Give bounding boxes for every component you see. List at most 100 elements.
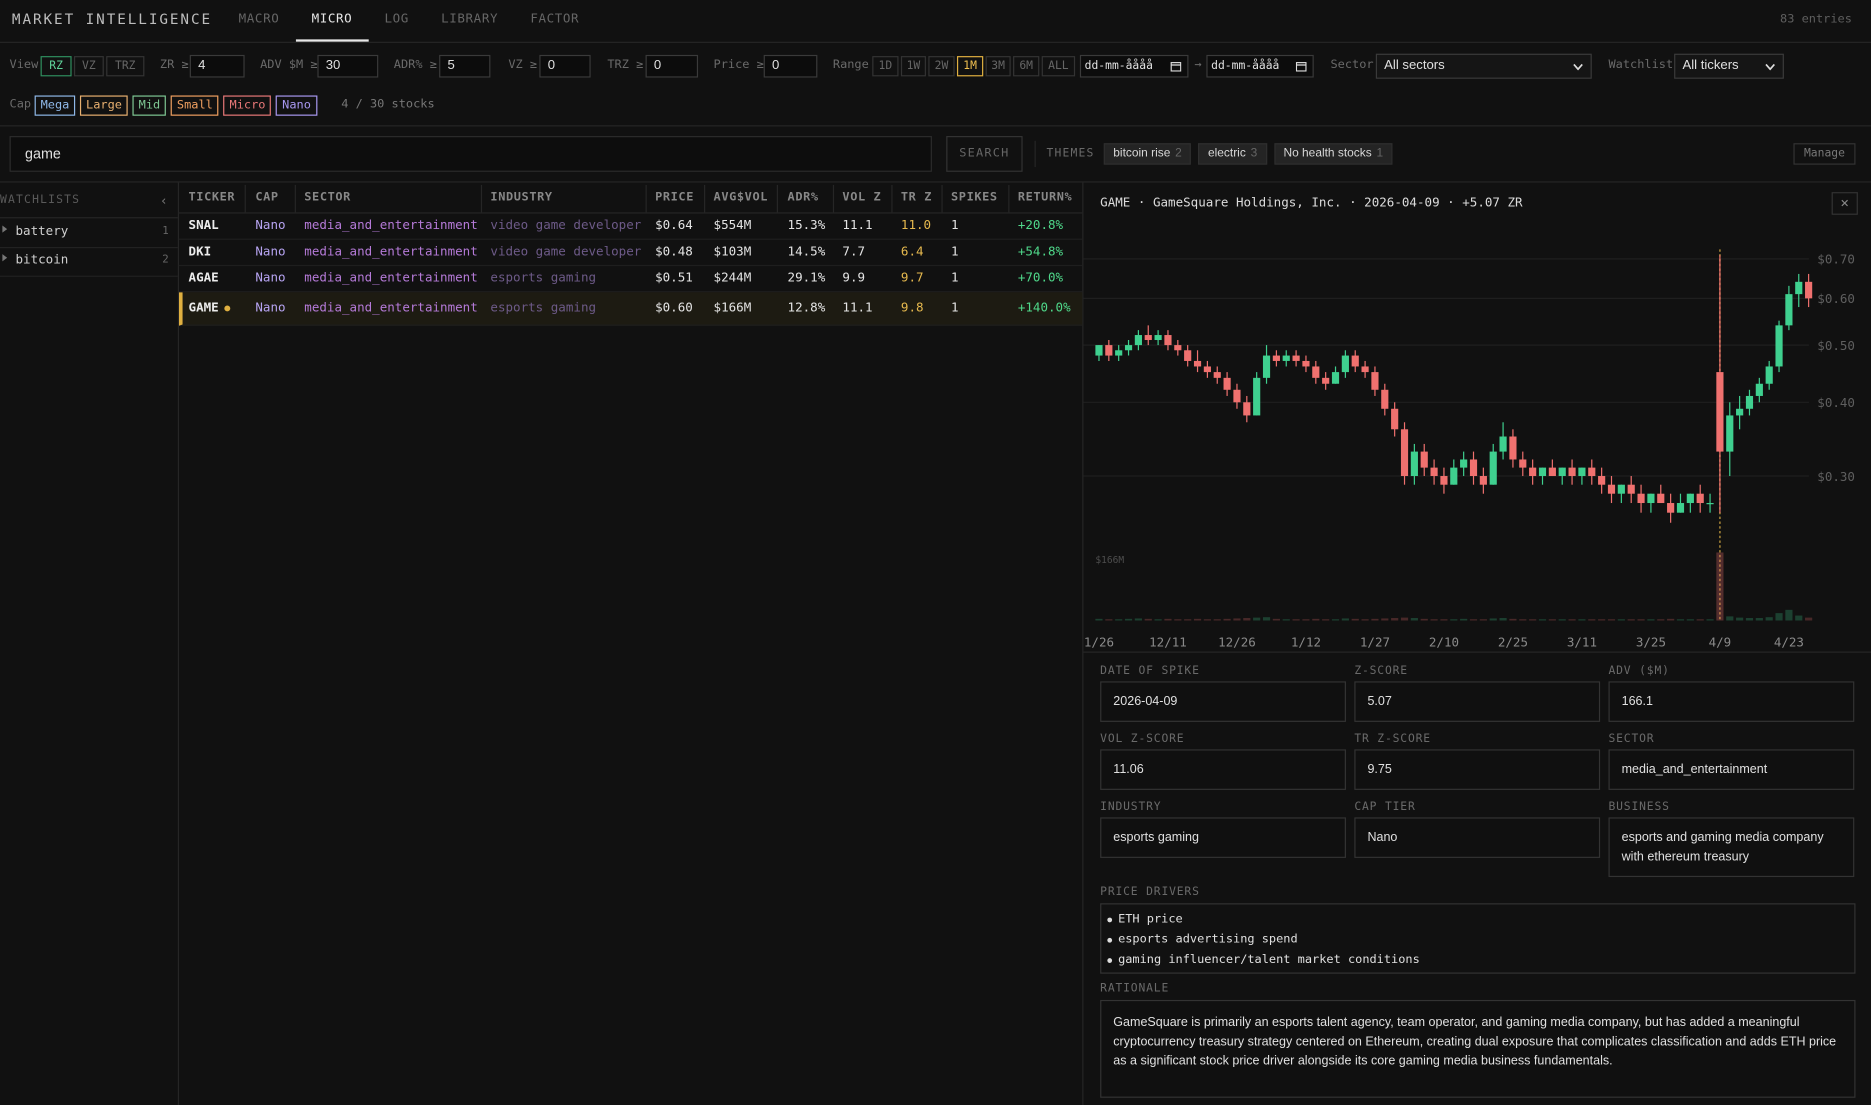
- volume-bar: [1578, 619, 1586, 621]
- bullet: [1107, 917, 1113, 923]
- detail-field: DATE OF SPIKE 2026-04-09: [1100, 665, 1346, 722]
- cap-chip[interactable]: Micro: [223, 95, 272, 116]
- range-button[interactable]: 1D: [872, 56, 899, 77]
- table-cell: +70.0%: [1017, 270, 1064, 286]
- y-tick-label: $0.60: [1817, 291, 1855, 306]
- column-header[interactable]: TICKER: [188, 190, 236, 205]
- theme-name: No health stocks: [1283, 146, 1372, 160]
- theme-name: bitcoin rise: [1113, 146, 1171, 160]
- volume-bar: [1164, 618, 1172, 621]
- table-row[interactable]: [178, 214, 1083, 240]
- cap-chip[interactable]: Nano: [276, 95, 317, 116]
- theme-chip[interactable]: electric 3: [1198, 143, 1267, 165]
- column-header[interactable]: SPIKES: [951, 190, 998, 205]
- sector-select[interactable]: All sectors: [1375, 53, 1592, 79]
- expand-icon[interactable]: [2, 254, 8, 262]
- view-button[interactable]: TRZ: [106, 56, 145, 77]
- column-header[interactable]: INDUSTRY: [490, 190, 553, 205]
- column-header[interactable]: VOL Z: [842, 190, 882, 205]
- field-value: esports gaming: [1100, 817, 1346, 858]
- column-divider: [704, 184, 706, 213]
- detail-field: TR Z-SCORE 9.75: [1354, 733, 1601, 790]
- candle-body: [1134, 335, 1142, 346]
- date-from[interactable]: dd-mm-åååå: [1079, 54, 1189, 78]
- volume-label: $166M: [1095, 555, 1124, 566]
- view-button[interactable]: VZ: [73, 56, 104, 77]
- volume-bar: [1400, 617, 1409, 621]
- column-header[interactable]: AVG$VOL: [713, 190, 769, 205]
- column-header[interactable]: CAP: [255, 190, 279, 205]
- volume-bar: [1795, 615, 1803, 621]
- column-header[interactable]: TR Z: [900, 190, 933, 205]
- nav-tab[interactable]: LIBRARY: [441, 11, 499, 27]
- volume-bar: [1213, 619, 1221, 621]
- vz-input[interactable]: 0: [539, 54, 591, 78]
- nav-tab[interactable]: MICRO: [295, 0, 369, 42]
- table-cell: 14.5%: [787, 244, 826, 259]
- range-button[interactable]: ALL: [1041, 56, 1076, 77]
- bullet: [1107, 937, 1113, 943]
- price-input[interactable]: 0: [763, 54, 818, 78]
- volume-bar: [1736, 617, 1744, 621]
- volume-bar: [1410, 618, 1418, 621]
- candle-body: [1657, 493, 1665, 504]
- column-header[interactable]: SECTOR: [304, 190, 351, 205]
- search-input[interactable]: game: [9, 136, 932, 172]
- range-button[interactable]: 2W: [928, 56, 955, 77]
- cap-chip[interactable]: Small: [170, 95, 219, 116]
- column-header[interactable]: PRICE: [655, 190, 694, 205]
- range-button[interactable]: 3M: [985, 56, 1011, 77]
- range-button[interactable]: 1W: [900, 56, 926, 77]
- date-to[interactable]: dd-mm-åååå: [1206, 54, 1314, 78]
- cap-chip[interactable]: Mid: [132, 95, 167, 116]
- volume-bar: [1676, 619, 1685, 621]
- adr-input[interactable]: 5: [439, 54, 491, 78]
- view-button[interactable]: RZ: [40, 56, 72, 77]
- volume-bar: [1312, 618, 1320, 621]
- nav-tab[interactable]: LOG: [384, 11, 409, 27]
- x-tick-label: 3/25: [1636, 635, 1666, 650]
- zr-input[interactable]: 4: [189, 54, 245, 78]
- watchlist-name[interactable]: battery: [15, 224, 69, 239]
- candle-body: [1736, 408, 1744, 416]
- range-button[interactable]: 6M: [1013, 56, 1040, 77]
- candle-body: [1785, 294, 1793, 326]
- x-tick-label: 2/10: [1429, 635, 1459, 650]
- adv-input[interactable]: 30: [317, 54, 379, 78]
- table-cell: 6.4: [900, 244, 924, 259]
- volume-bar: [1292, 619, 1300, 621]
- table-row[interactable]: [178, 266, 1083, 293]
- table-row[interactable]: [178, 292, 1083, 326]
- table-cell: video game developer: [490, 244, 642, 259]
- watchlist-count: 2: [162, 254, 169, 267]
- candle-body: [1095, 345, 1103, 356]
- bullet: [1107, 958, 1113, 963]
- search-button[interactable]: SEARCH: [946, 136, 1023, 172]
- volume-bar: [1686, 619, 1694, 621]
- candle-body: [1440, 476, 1448, 485]
- cap-chip[interactable]: Large: [80, 95, 128, 116]
- trz-input[interactable]: 0: [645, 54, 699, 78]
- close-button[interactable]: ×: [1831, 192, 1858, 215]
- nav-tab[interactable]: FACTOR: [530, 11, 580, 27]
- cap-chip[interactable]: Mega: [34, 95, 76, 116]
- column-header[interactable]: ADR%: [787, 190, 819, 205]
- manage-button[interactable]: Manage: [1793, 143, 1856, 165]
- divider: [1083, 651, 1871, 653]
- collapse-icon[interactable]: ‹: [159, 193, 168, 209]
- theme-chip[interactable]: bitcoin rise 2: [1103, 143, 1192, 165]
- nav-tab[interactable]: MACRO: [238, 11, 280, 27]
- field-value: media_and_entertainment: [1608, 749, 1855, 790]
- theme-count: 2: [1175, 146, 1182, 160]
- column-header[interactable]: RETURN%: [1017, 190, 1073, 205]
- theme-chip[interactable]: No health stocks 1: [1273, 143, 1393, 165]
- cap-label: Cap: [9, 97, 32, 111]
- volume-bar: [1568, 619, 1576, 621]
- range-button[interactable]: 1M: [956, 56, 984, 77]
- table-cell: +140.0%: [1017, 300, 1071, 316]
- watchlist-name[interactable]: bitcoin: [15, 252, 69, 268]
- expand-icon[interactable]: [2, 225, 8, 233]
- table-row[interactable]: [178, 240, 1083, 267]
- watchlist-select[interactable]: All tickers: [1674, 53, 1784, 79]
- divider: [0, 125, 1871, 127]
